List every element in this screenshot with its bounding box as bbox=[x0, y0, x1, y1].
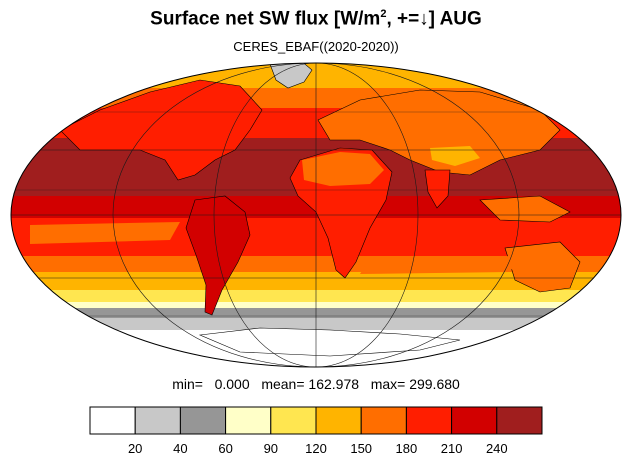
colorbar-box bbox=[405, 406, 453, 435]
colorbar-box bbox=[496, 406, 543, 435]
eurasia bbox=[317, 89, 561, 176]
antarctica-coast bbox=[198, 327, 461, 357]
maritime-continent bbox=[479, 195, 571, 223]
colorbar-tick-label: 20 bbox=[128, 441, 142, 456]
stat-max-label: max= bbox=[370, 376, 406, 392]
colorbar-box bbox=[451, 406, 498, 435]
title-superscript: 2 bbox=[380, 8, 387, 20]
colorbar-tick-label: 40 bbox=[173, 441, 187, 456]
title-rest: , +=↓] AUG bbox=[386, 8, 482, 30]
colorbar-box bbox=[179, 406, 227, 435]
southern-ocean-cloud bbox=[360, 256, 520, 274]
colorbar-box bbox=[89, 406, 136, 435]
tibet-region bbox=[430, 146, 480, 166]
stat-mean-label: mean= bbox=[261, 376, 305, 392]
colorbar-box bbox=[315, 406, 362, 435]
india bbox=[424, 169, 451, 209]
map-outline bbox=[10, 62, 622, 368]
colorbar-tick-label: 120 bbox=[305, 441, 327, 456]
map-subtitle: CERES_EBAF((2020-2020)) bbox=[233, 39, 399, 54]
colorbar-tick-label: 180 bbox=[396, 441, 418, 456]
colorbar-tick-label: 240 bbox=[486, 441, 508, 456]
map-field bbox=[11, 63, 621, 367]
colorbar-tick-label: 150 bbox=[350, 441, 372, 456]
pacific-cloud-band bbox=[30, 222, 180, 244]
colorbar-box bbox=[270, 406, 317, 435]
map-title: Surface net SW flux [W/m2, +=↓] AUG bbox=[0, 8, 632, 30]
map-statistics: min= 0.000 mean= 162.978 max= 299.680 bbox=[0, 376, 632, 392]
graticule bbox=[11, 63, 621, 367]
stat-min-value: 0.000 bbox=[214, 376, 250, 392]
colorbar-tick-label: 210 bbox=[441, 441, 463, 456]
colorbar-box bbox=[134, 406, 181, 435]
colorbar-box bbox=[225, 406, 272, 435]
colorbar-tick-label: 90 bbox=[264, 441, 278, 456]
stat-min-label: min= bbox=[172, 376, 203, 392]
colorbar-box bbox=[360, 406, 407, 435]
greenland bbox=[269, 63, 313, 89]
colorbar-tick-labels: 20 40 60 90 120 150 180 210 240 bbox=[128, 441, 508, 456]
stat-mean-value: 162.978 bbox=[308, 376, 360, 392]
colorbar-boxes bbox=[89, 406, 543, 435]
colorbar-tick-label: 60 bbox=[218, 441, 232, 456]
title-main: Surface net SW flux [W/m bbox=[150, 8, 381, 30]
south-america bbox=[185, 195, 251, 316]
mollweide-flux-map bbox=[10, 62, 622, 368]
australia bbox=[504, 241, 581, 293]
stat-max-value: 299.680 bbox=[409, 376, 460, 392]
sahara bbox=[302, 152, 384, 186]
